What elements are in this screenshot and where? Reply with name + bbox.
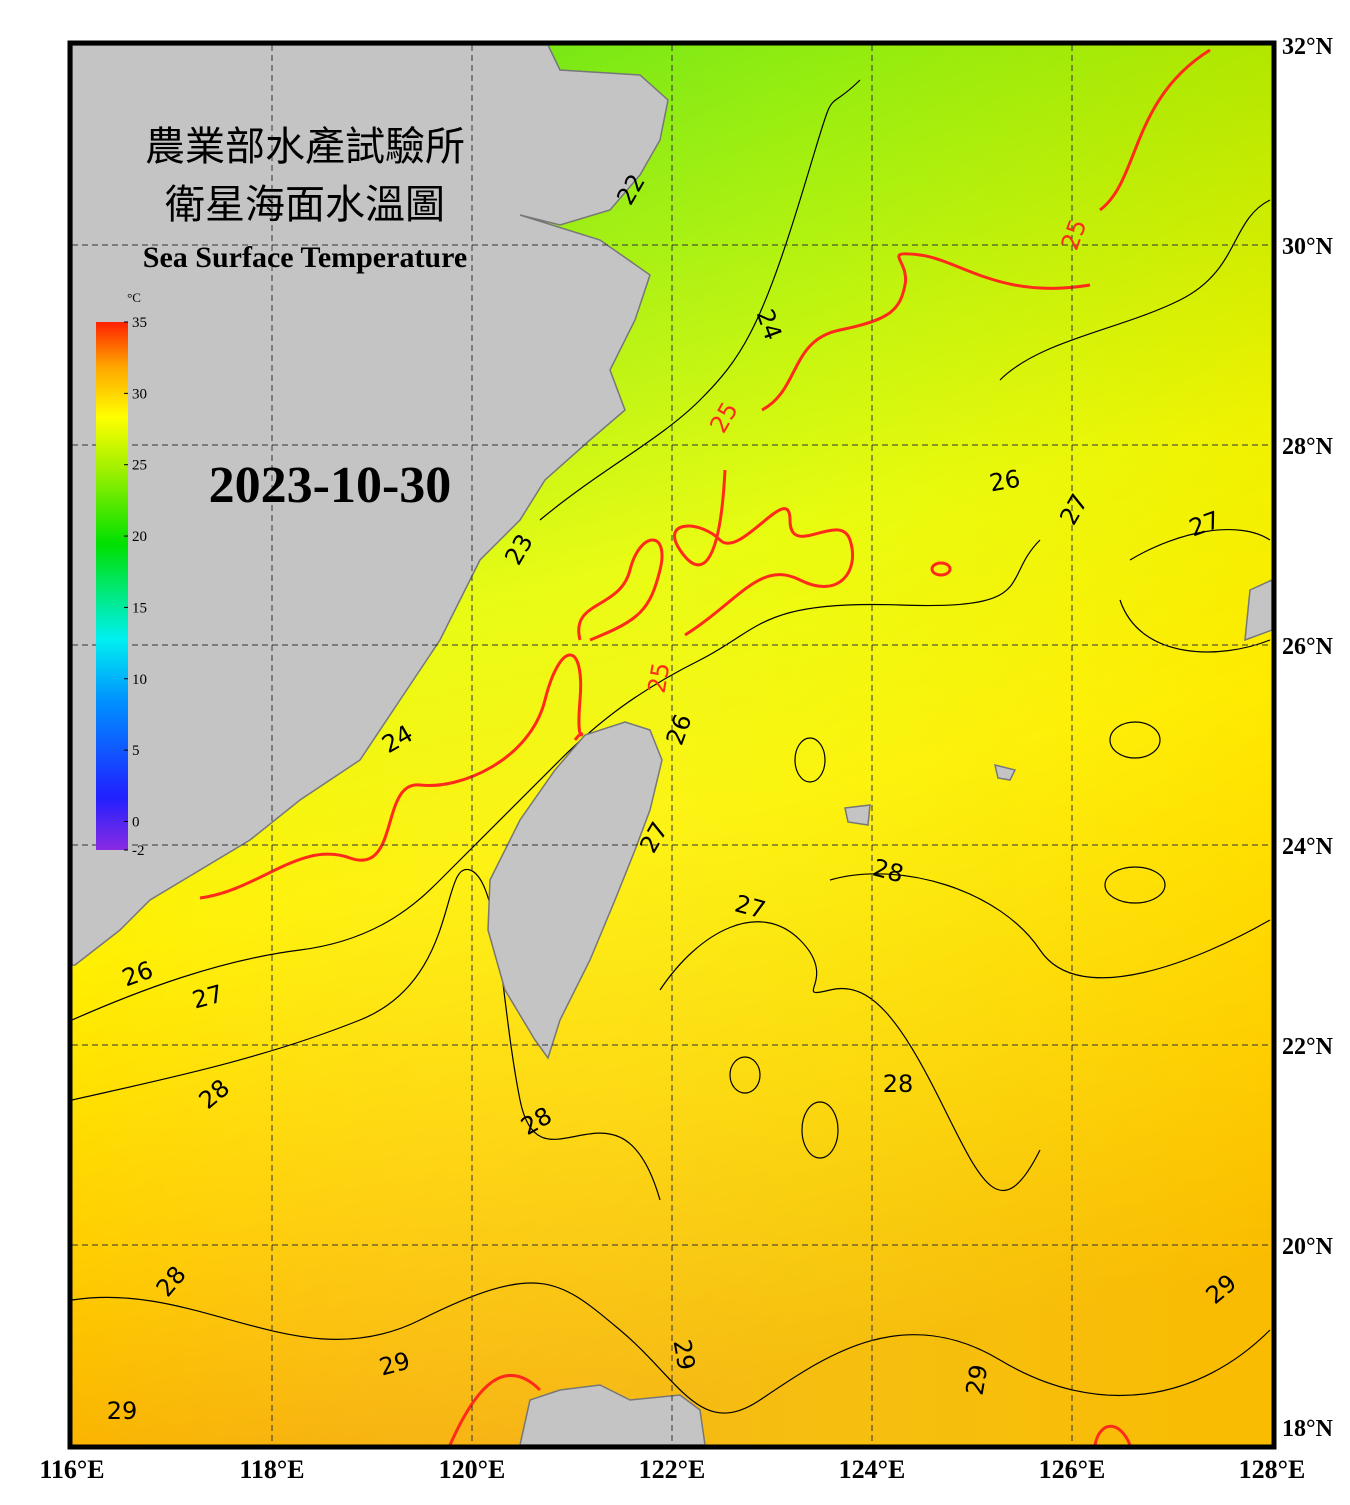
colorbar-tick-label: 35: [132, 315, 147, 331]
isotherm: [829, 873, 1271, 979]
isotherm-highlight: [199, 653, 584, 900]
colorbar-tick-label: 25: [132, 458, 147, 474]
contour-label: 28: [883, 1070, 914, 1098]
isotherm: [999, 199, 1271, 381]
isotherm: [1104, 866, 1166, 904]
isotherm: [794, 737, 826, 783]
lat-label: 32°N: [1282, 34, 1334, 60]
island: [844, 804, 871, 826]
axis-labels: 116°E 118°E 120°E 122°E 124°E 126°E 128°E 32°N 3…: [39, 34, 1333, 1484]
contour-label: 29: [668, 1337, 701, 1372]
colorbar-tick-label: 10: [132, 672, 147, 688]
isotherm: [72, 868, 661, 1201]
isotherm-highlight: [1099, 48, 1211, 212]
colorbar-tick-label: 0: [132, 814, 140, 830]
title-zh-1: 農業部水產試驗所: [145, 124, 465, 169]
mainland-china: [72, 45, 669, 966]
lon-label: 116°E: [39, 1455, 104, 1484]
isotherm: [539, 79, 861, 521]
lat-label: 20°N: [1282, 1234, 1334, 1260]
colorbar-tick-label: -2: [132, 843, 145, 859]
isotherm: [729, 1056, 761, 1094]
isotherm-highlight: [673, 469, 855, 637]
contour-label: 29: [107, 1397, 138, 1425]
colorbar-tick-label: 15: [132, 600, 147, 616]
lon-label: 122°E: [639, 1455, 706, 1484]
lon-label: 120°E: [439, 1455, 506, 1484]
lat-label: 26°N: [1282, 634, 1334, 660]
contour-label: 25: [643, 660, 676, 695]
isotherm: [659, 921, 1041, 1192]
colorbar-tick-label: 5: [132, 743, 140, 759]
lat-label: 28°N: [1282, 434, 1334, 460]
isotherm: [72, 539, 1041, 1021]
lon-label: 126°E: [1039, 1455, 1106, 1484]
colorbar-ticks: 35 30 25 20 15 10 5 0 -2: [124, 315, 147, 859]
isotherm-highlight: [930, 561, 952, 577]
highlight-isotherms: [199, 48, 1211, 1445]
date: 2023-10-30: [209, 457, 452, 514]
isotherm-highlight: [761, 252, 1091, 412]
island: [993, 763, 1017, 781]
isotherm: [1119, 529, 1271, 653]
land: [72, 45, 1272, 1445]
colorbar-unit: °C: [127, 290, 141, 305]
luzon: [519, 1384, 706, 1445]
graticule: [72, 45, 1272, 1445]
title-zh-2: 衛星海面水溫圖: [165, 182, 445, 227]
lon-label: 128°E: [1239, 1455, 1306, 1484]
isotherm: [801, 1101, 839, 1159]
isotherm: [1109, 721, 1161, 759]
lat-label: 24°N: [1282, 834, 1334, 860]
map-frame: [67, 40, 1277, 1450]
lon-label: 118°E: [239, 1455, 304, 1484]
colorbar-tick-label: 30: [132, 386, 147, 402]
contour-label: 29: [961, 1362, 994, 1397]
isotherm: [72, 1282, 1271, 1414]
title-en: Sea Surface Temperature: [143, 241, 467, 274]
ryukyu-island: [1244, 579, 1272, 642]
colorbar: [96, 322, 128, 850]
lat-label: 22°N: [1282, 1034, 1334, 1060]
isotherms: [72, 79, 1271, 1414]
taiwan: [487, 721, 663, 1060]
contour-label: 26: [987, 465, 1022, 498]
isotherm-highlight: [577, 538, 664, 642]
colorbar-tick-label: 20: [132, 529, 147, 545]
isotherm-highlight: [448, 1374, 1132, 1445]
lat-label: 30°N: [1282, 234, 1334, 260]
lon-label: 124°E: [839, 1455, 906, 1484]
lat-label: 18°N: [1282, 1416, 1334, 1442]
